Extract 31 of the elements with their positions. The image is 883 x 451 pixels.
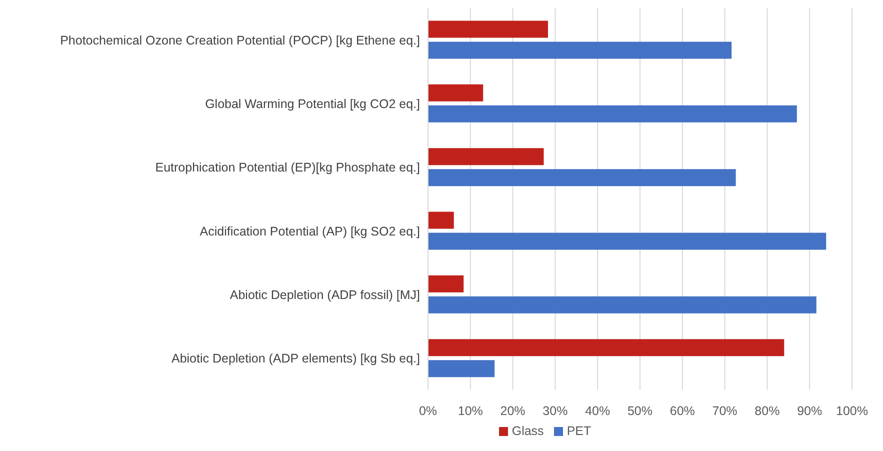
legend-label: PET (566, 424, 592, 438)
y-tick-label: Photochemical Ozone Creation Potential (POCP) [kg Ethene eq.] (60, 33, 420, 48)
bar (428, 20, 548, 38)
y-tick-label: Abiotic Depletion (ADP fossil) [MJ] (230, 288, 420, 302)
y-tick-label: Acidification Potential (AP) [kg SO2 eq.] (200, 224, 420, 238)
bar (428, 105, 797, 122)
bar (428, 212, 454, 229)
y-tick-label: Eutrophication Potential (EP)[kg Phosphate eq.] (155, 160, 420, 175)
legend-label: Glass (512, 424, 544, 438)
bar (428, 84, 484, 102)
x-tick-label: 0% (418, 404, 438, 418)
bar (428, 148, 544, 166)
bar (428, 339, 784, 356)
bar (428, 232, 826, 250)
x-tick-label: 90% (797, 404, 822, 418)
x-tick-label: 60% (670, 404, 695, 418)
bar (428, 42, 732, 59)
x-tick-label: 70% (712, 404, 738, 418)
x-tick-label: 40% (585, 404, 610, 418)
bar (428, 169, 736, 186)
x-tick-label: 20% (500, 404, 526, 418)
bar (428, 296, 816, 314)
x-tick-label: 80% (754, 404, 780, 418)
x-tick-label: 30% (542, 404, 568, 418)
x-tick-label: 100% (836, 404, 868, 418)
bar (428, 360, 495, 378)
y-tick-label: Abiotic Depletion (ADP elements) [kg Sb eq.] (171, 352, 420, 366)
y-tick-label: Global Warming Potential [kg CO2 eq.] (205, 96, 420, 111)
x-tick-label: 10% (458, 404, 483, 418)
bar (428, 275, 464, 292)
x-tick-label: 50% (627, 404, 653, 418)
